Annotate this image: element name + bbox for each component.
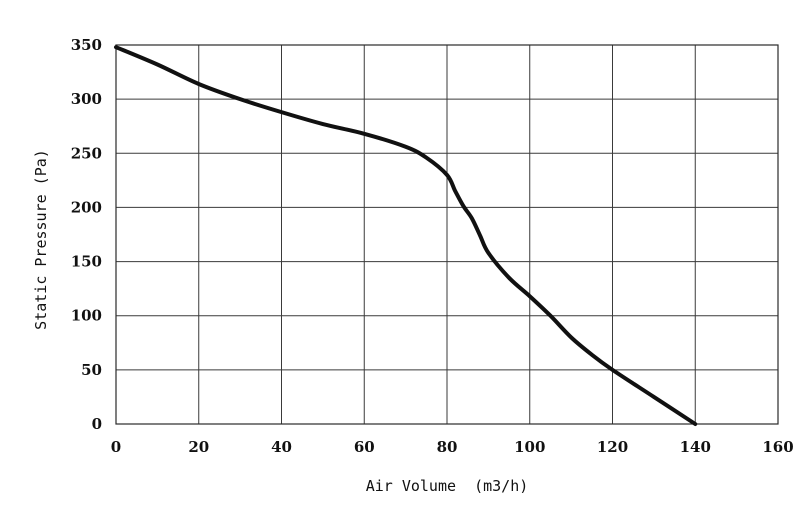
y-axis-title: Static Pressure (Pa) — [32, 149, 50, 330]
y-tick-labels: 0 50 100 150 200 250 300 350 — [71, 36, 102, 433]
x-tick-label: 0 — [111, 438, 121, 456]
series-line — [114, 45, 698, 426]
y-tick-label: 100 — [71, 307, 102, 325]
x-axis-title: Air Volume (m3/h) — [366, 477, 529, 495]
x-tick-label: 100 — [514, 438, 545, 456]
y-tick-label: 200 — [71, 198, 102, 216]
x-tick-label: 20 — [188, 438, 209, 456]
y-tick-label: 350 — [71, 36, 102, 54]
plot-frame — [115, 44, 779, 425]
x-tick-labels: 0 20 40 60 80 100 120 140 160 — [111, 438, 794, 456]
x-tick-label: 160 — [762, 438, 793, 456]
x-tick-label: 80 — [437, 438, 458, 456]
y-tick-label: 250 — [71, 144, 102, 162]
y-tick-label: 50 — [81, 361, 102, 379]
grid — [115, 44, 779, 425]
y-tick-label: 300 — [71, 90, 102, 108]
y-tick-label: 0 — [92, 415, 102, 433]
x-tick-label: 40 — [271, 438, 292, 456]
y-tick-label: 150 — [71, 253, 102, 271]
x-tick-label: 60 — [354, 438, 375, 456]
x-tick-label: 120 — [597, 438, 628, 456]
x-tick-label: 140 — [680, 438, 711, 456]
